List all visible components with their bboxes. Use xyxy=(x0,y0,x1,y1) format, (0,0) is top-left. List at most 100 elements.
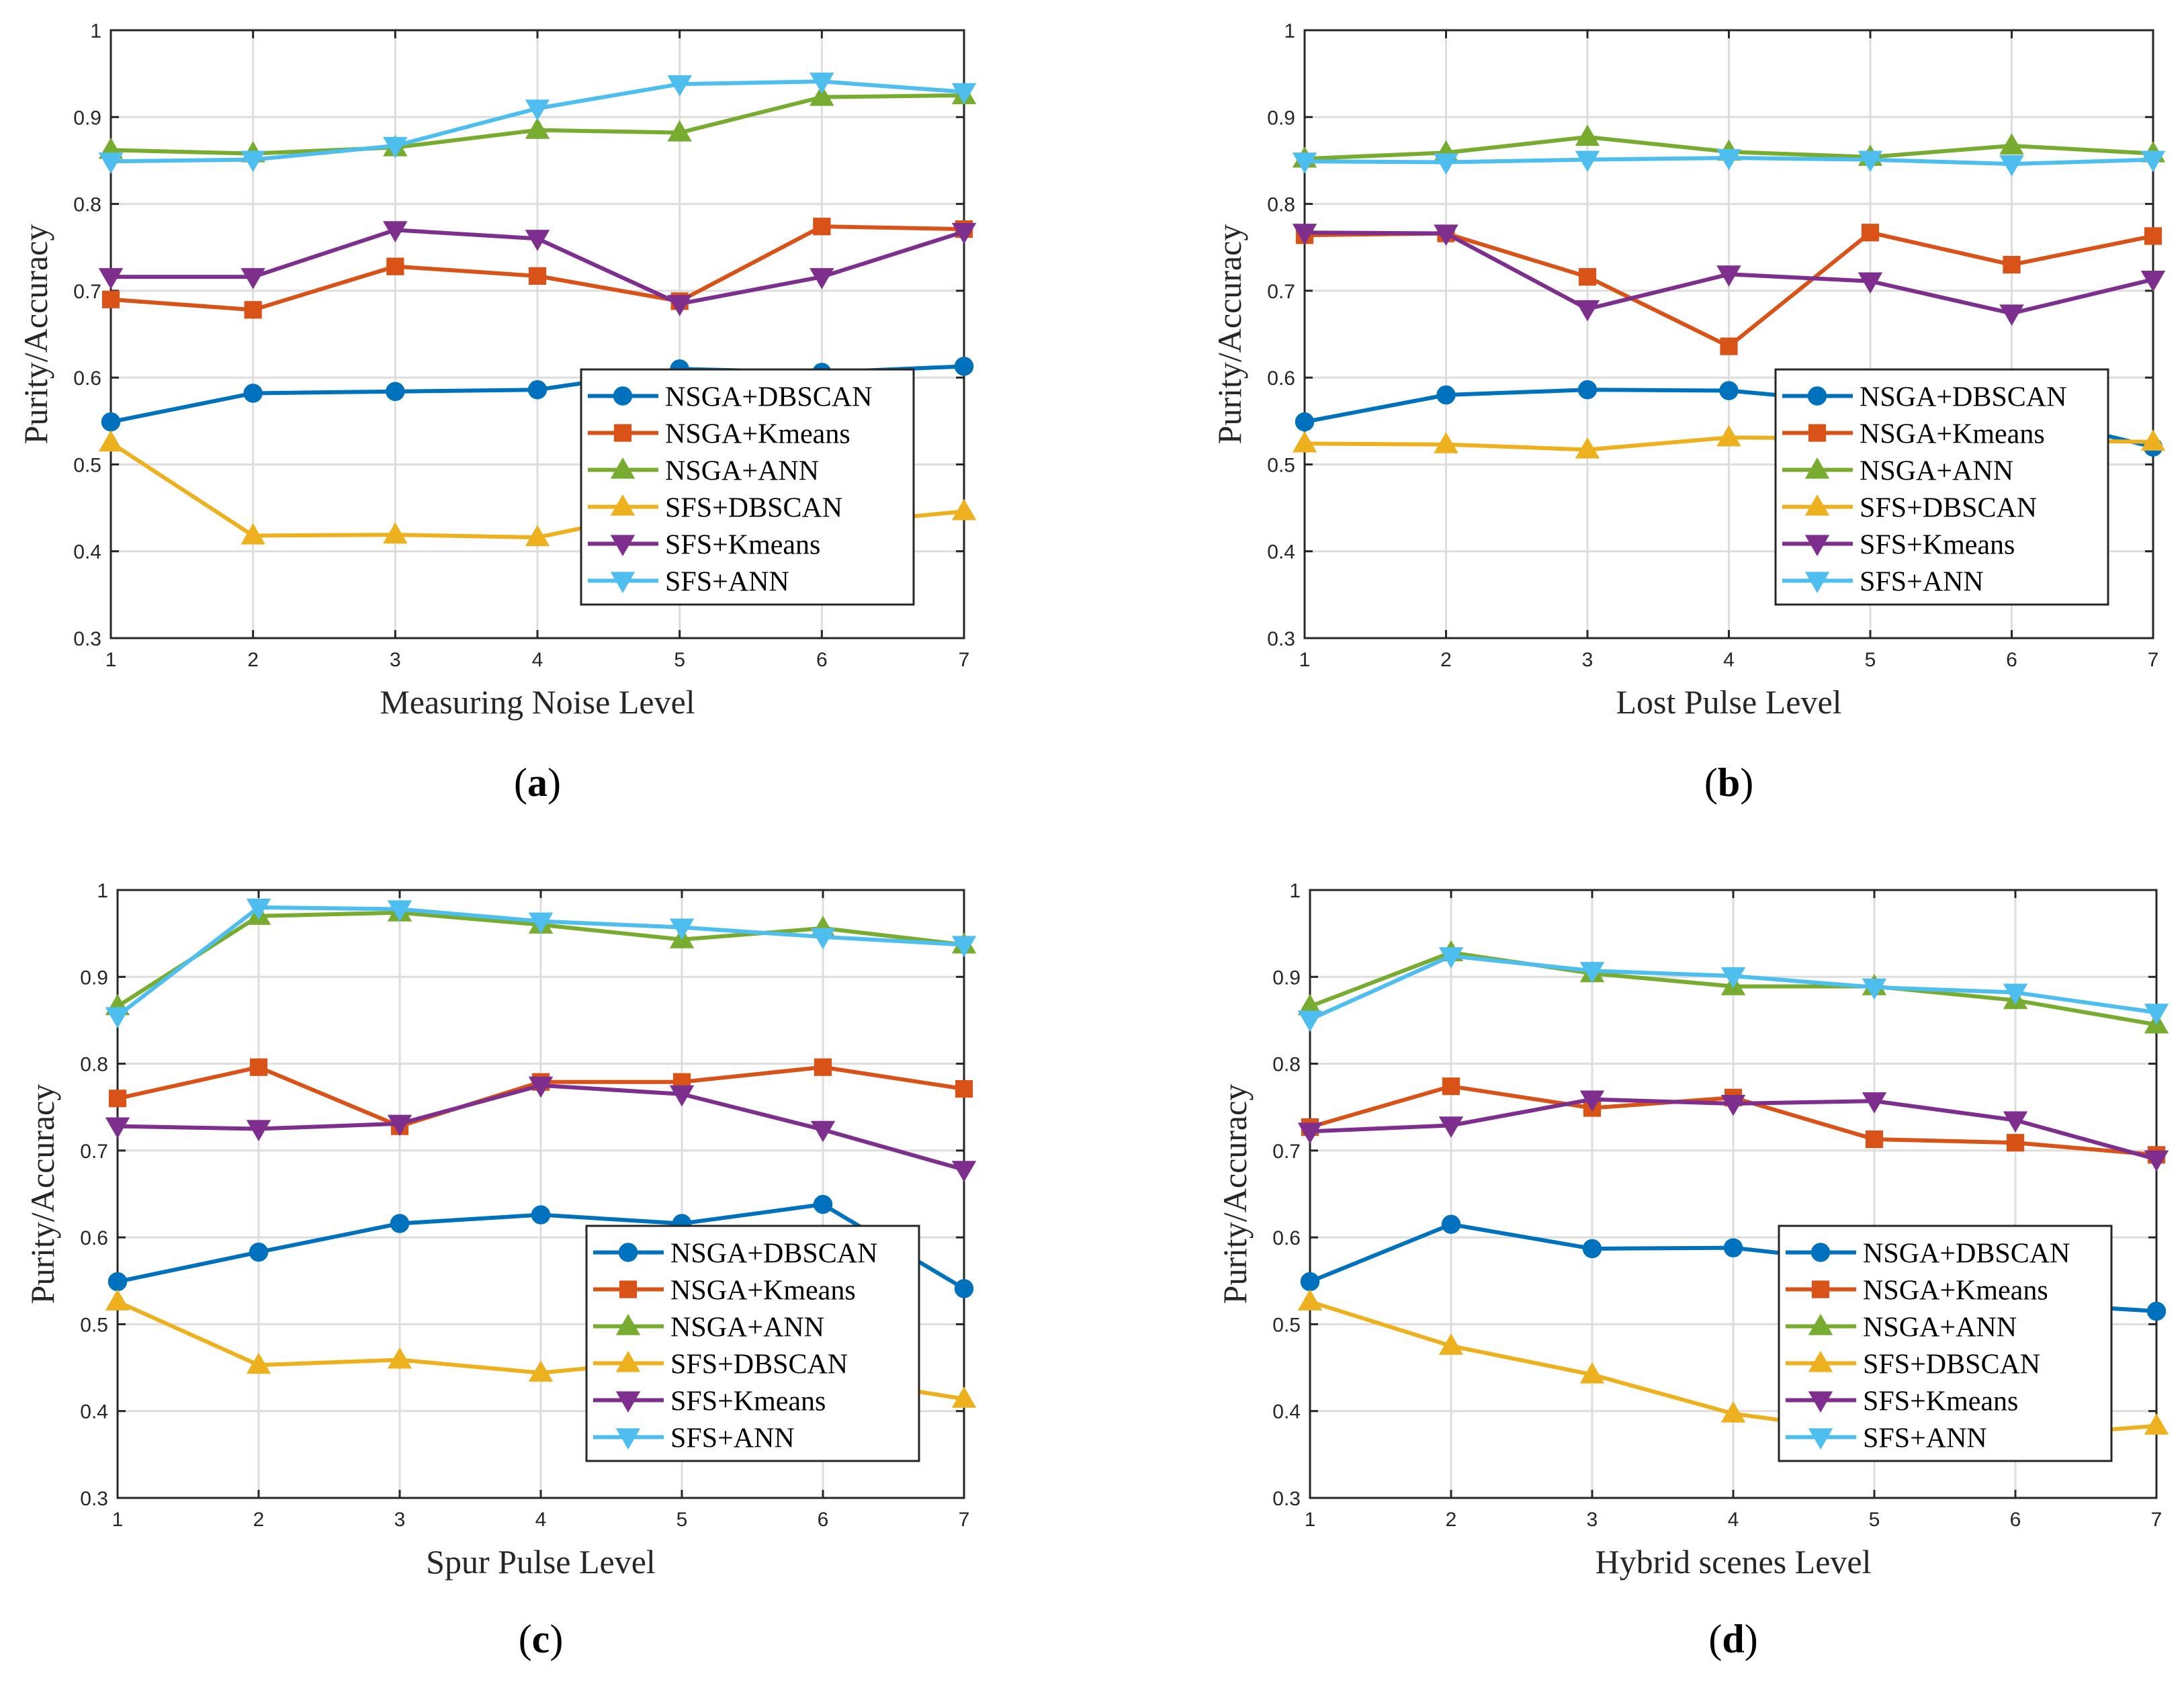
legend-swatch-marker xyxy=(1808,1350,1833,1372)
data-point xyxy=(387,900,412,922)
panel-caption-part: a xyxy=(527,760,548,805)
legend: NSGA+DBSCAN NSGA+Kmeans NSGA+ANN SFS+DBSCAN… xyxy=(585,1225,920,1462)
legend-swatch-marker xyxy=(615,1313,641,1335)
x-tick-label: 1 xyxy=(1305,1509,1316,1531)
legend-swatch-marker xyxy=(619,1280,638,1298)
y-tick-label: 0.6 xyxy=(80,1227,108,1249)
data-point xyxy=(1441,1214,1461,1234)
data-point xyxy=(1579,1362,1605,1384)
panel-caption: (a) xyxy=(514,760,561,805)
data-point xyxy=(1719,381,1739,400)
data-point xyxy=(249,1242,269,1262)
x-axis-label: Hybrid scenes Level xyxy=(1596,1543,1872,1581)
data-point xyxy=(1999,155,2024,177)
data-point xyxy=(954,1279,974,1298)
data-point xyxy=(386,257,404,275)
data-point xyxy=(1438,947,1464,969)
x-tick-label: 5 xyxy=(1865,649,1876,671)
data-point xyxy=(105,1117,130,1139)
legend-entry: NSGA+ANN xyxy=(1863,1313,2017,1343)
y-tick-label: 0.4 xyxy=(73,541,101,564)
legend-entry: SFS+DBSCAN xyxy=(665,493,842,524)
data-point xyxy=(105,1289,130,1311)
data-point xyxy=(955,1079,973,1098)
x-tick-label: 5 xyxy=(674,649,685,671)
chart-panel-d: 1 2 3 4 5 6 7 0.3 0.4 0.5 0.6 0.7 0.8 0.9 1 Hybrid scen… xyxy=(1216,880,2169,1661)
data-point xyxy=(810,73,834,94)
data-point xyxy=(1292,224,1317,245)
panel-caption-part: c xyxy=(532,1617,550,1661)
data-point xyxy=(667,120,692,142)
data-point xyxy=(246,898,271,920)
x-tick-label: 2 xyxy=(1446,1509,1457,1531)
data-point xyxy=(1858,150,1883,173)
legend-entry: SFS+ANN xyxy=(1860,567,1984,598)
legend-swatch-marker xyxy=(1807,386,1827,406)
data-point xyxy=(2140,429,2166,451)
y-tick-label: 0.7 xyxy=(73,281,101,303)
data-point xyxy=(951,83,977,105)
y-tick-label: 0.5 xyxy=(80,1314,108,1336)
data-point xyxy=(1434,224,1458,247)
legend: NSGA+DBSCAN NSGA+Kmeans NSGA+ANN SFS+DBSCAN… xyxy=(1774,368,2109,606)
data-point xyxy=(2003,983,2028,1006)
data-point xyxy=(108,1090,127,1108)
legend-swatch-marker xyxy=(615,1391,641,1413)
data-point xyxy=(1582,1239,1602,1259)
data-point xyxy=(525,99,550,121)
y-tick-label: 0.7 xyxy=(1267,281,1295,303)
data-point xyxy=(667,75,692,97)
series-sfs-ann xyxy=(98,73,977,174)
x-tick-label: 6 xyxy=(2006,649,2017,671)
data-point xyxy=(1720,967,1746,989)
data-point xyxy=(243,384,263,403)
data-point xyxy=(1862,978,1887,1000)
legend-entry: NSGA+Kmeans xyxy=(1860,419,2045,450)
data-point xyxy=(387,1347,412,1369)
x-tick-label: 4 xyxy=(1723,649,1735,671)
legend-entry: SFS+ANN xyxy=(1863,1423,1987,1454)
panel-caption: (b) xyxy=(1704,760,1753,805)
panel-caption-part: ( xyxy=(519,1617,532,1661)
data-point xyxy=(2003,255,2021,274)
data-point xyxy=(1862,1092,1887,1114)
legend-entry: SFS+Kmeans xyxy=(670,1386,826,1417)
data-point xyxy=(383,221,408,242)
x-axis-label: Lost Pulse Level xyxy=(1616,683,1841,721)
legend-swatch-marker xyxy=(1811,1280,1830,1298)
x-tick-label: 1 xyxy=(105,649,117,671)
legend-entry: NSGA+DBSCAN xyxy=(1863,1239,2070,1270)
y-tick-label: 0.8 xyxy=(1272,1054,1301,1076)
data-point xyxy=(1575,437,1600,459)
chart-panel-a: 1 2 3 4 5 6 7 0.3 0.4 0.5 0.6 0.7 0.8 0.9 1 Measuring N… xyxy=(17,20,977,805)
legend-entry: NSGA+DBSCAN xyxy=(670,1239,877,1270)
data-point xyxy=(814,1058,832,1076)
data-point xyxy=(1297,1122,1323,1144)
x-tick-label: 4 xyxy=(535,1509,547,1531)
legend-swatch-marker xyxy=(1804,572,1830,594)
y-tick-label: 1 xyxy=(1284,20,1295,42)
x-tick-label: 3 xyxy=(1582,649,1593,671)
data-point xyxy=(1578,268,1597,286)
legend-swatch-marker xyxy=(1808,1428,1833,1450)
legend-swatch-marker xyxy=(1804,535,1830,557)
data-point xyxy=(2144,1150,2169,1172)
data-point xyxy=(1300,1272,1320,1292)
data-point xyxy=(1297,1010,1323,1032)
y-tick-label: 0.8 xyxy=(73,194,101,216)
data-point xyxy=(387,1114,412,1137)
data-point xyxy=(386,382,405,402)
panel-caption-part: ) xyxy=(548,760,561,805)
chart-panel-b: 1 2 3 4 5 6 7 0.3 0.4 0.5 0.6 0.7 0.8 0.9 1 Lost Pulse … xyxy=(1211,20,2166,805)
data-point xyxy=(1999,304,2024,326)
data-point xyxy=(528,1360,554,1382)
series-sfs-kmeans xyxy=(105,1076,977,1182)
data-point xyxy=(1579,962,1605,983)
legend-entry: NSGA+Kmeans xyxy=(670,1276,856,1306)
data-point xyxy=(1861,224,1880,242)
data-point xyxy=(951,936,977,957)
series-sfs-ann xyxy=(1292,148,2166,177)
x-tick-label: 7 xyxy=(2151,1509,2163,1531)
data-point xyxy=(2003,1111,2028,1133)
legend-entry: SFS+Kmeans xyxy=(1860,530,2015,561)
